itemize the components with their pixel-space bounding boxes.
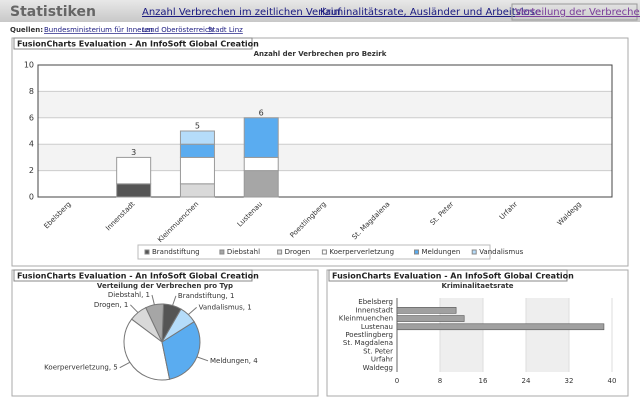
y-tick-label: Lustenau <box>361 323 393 331</box>
active-link-box <box>511 3 638 21</box>
legend-swatch <box>219 249 225 255</box>
x-tick-label: 40 <box>608 377 617 385</box>
bar-segment <box>243 170 279 198</box>
y-tick-label: 2 <box>29 166 34 175</box>
bar-segment <box>179 143 215 158</box>
legend-swatch <box>471 249 477 255</box>
legend-label: Meldungen <box>422 248 461 256</box>
grid-band <box>38 91 612 118</box>
legend-label: Brandstiftung <box>152 248 200 256</box>
slice-label: Diebstahl, 1 <box>108 291 150 299</box>
bar-segment <box>243 156 279 172</box>
bar-segment <box>116 156 152 185</box>
y-tick-label: 10 <box>24 61 34 70</box>
y-tick-label: Waldegg <box>363 364 393 372</box>
header-bar <box>0 0 640 22</box>
pie-slice <box>123 318 171 381</box>
x-tick-label: 0 <box>395 377 399 385</box>
nav-link[interactable]: Anzahl Verbrechen im zeitlichen Verlauf <box>142 7 342 18</box>
slice-label: Meldungen, 4 <box>210 357 258 365</box>
slice-label: Vandalismus, 1 <box>199 303 252 311</box>
legend-box <box>137 244 491 260</box>
leader-line <box>151 294 155 305</box>
stack-total: 3 <box>131 148 136 157</box>
x-tick-label: 32 <box>565 377 574 385</box>
bar-segment <box>116 183 152 198</box>
bar <box>396 323 605 331</box>
leader-line <box>119 361 131 369</box>
panel-title: FusionCharts Evaluation - An InfoSoft Gl… <box>17 40 259 49</box>
legend-label: Drogen <box>285 248 311 256</box>
leader-line <box>130 304 139 313</box>
y-tick-label: Innenstadt <box>355 306 393 314</box>
slice-label: Koerperverletzung, 5 <box>44 364 118 372</box>
chart-title: Verteilung der Verbrechen pro Typ <box>97 282 233 290</box>
panel-title: FusionCharts Evaluation - An InfoSoft Gl… <box>17 272 259 281</box>
y-tick-label: Urfahr <box>371 356 393 364</box>
slice-label: Drogen, 1 <box>94 301 129 309</box>
bar-segment <box>179 183 215 198</box>
y-tick-label: 0 <box>29 193 34 202</box>
stack-total: 5 <box>195 122 200 131</box>
bar-segment <box>243 117 279 158</box>
plot-border <box>37 64 613 198</box>
chart-title: Anzahl der Verbrechen pro Bezirk <box>254 50 387 58</box>
panel-title: FusionCharts Evaluation - An InfoSoft Gl… <box>332 272 574 281</box>
legend-swatch <box>414 249 419 255</box>
x-tick-label: 8 <box>438 377 442 385</box>
page-title: Statistiken <box>10 4 96 20</box>
nav-link[interactable]: Kriminalitätsrate, Ausländer und Arbeits… <box>320 7 541 18</box>
legend-swatch <box>321 249 327 255</box>
legend-label: Koerperverletzung <box>329 248 394 256</box>
y-tick-label: 6 <box>29 113 34 122</box>
stack-total: 6 <box>259 108 264 117</box>
panel-header <box>13 37 253 50</box>
y-tick-label: 4 <box>29 140 34 149</box>
y-tick-label: St. Peter <box>363 347 393 355</box>
legend-swatch <box>144 249 150 255</box>
slice-label: Brandstiftung, 1 <box>178 292 235 300</box>
source-link[interactable]: Bundesministerium für Inneren <box>44 26 153 34</box>
y-tick-label: St. Magdalena <box>343 339 393 347</box>
y-tick-label: 8 <box>29 87 34 96</box>
legend-swatch <box>277 249 283 255</box>
nav-link[interactable]: Verteilung der Verbrechen <box>515 7 640 18</box>
legend-label: Diebstahl <box>227 248 260 256</box>
leader-line <box>172 295 177 306</box>
y-tick-label: Kleinmuenchen <box>339 315 393 323</box>
panel-header <box>13 269 253 282</box>
chart-title: Kriminalitaetsrate <box>441 282 513 290</box>
panel-header <box>328 269 568 282</box>
y-tick-label: Ebelsberg <box>358 298 393 306</box>
x-tick-label: 16 <box>479 377 488 385</box>
bar <box>396 315 465 322</box>
bar <box>396 307 457 314</box>
grid-band <box>526 298 569 372</box>
pie-slice <box>161 308 195 343</box>
leader-line <box>196 356 209 362</box>
y-tick-label: Poestlingberg <box>345 331 393 339</box>
bar-segment <box>179 156 215 185</box>
source-link[interactable]: Stadt Linz <box>208 26 243 34</box>
legend-label: Vandalismus <box>479 248 523 256</box>
x-tick-label: 24 <box>522 377 531 385</box>
source-link[interactable]: Land Oberösterreich <box>142 26 213 34</box>
leader-line <box>187 307 197 315</box>
bar-segment <box>179 130 215 145</box>
sources-label: Quellen: <box>10 26 43 34</box>
